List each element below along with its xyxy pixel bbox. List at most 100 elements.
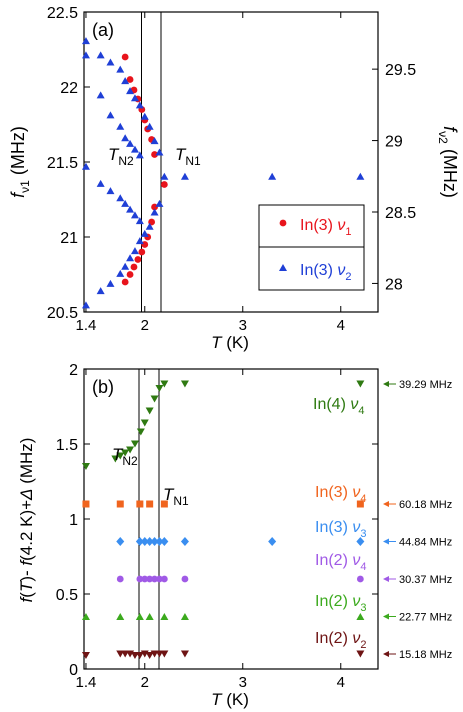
y-tick-label: 0 — [69, 662, 78, 679]
data-point — [121, 449, 130, 457]
frequency-arrowhead — [383, 576, 389, 582]
data-point — [150, 395, 159, 403]
frequency-arrowhead — [383, 613, 389, 620]
data-point — [126, 87, 135, 95]
data-point — [160, 380, 169, 388]
data-point — [356, 380, 365, 388]
data-point — [135, 613, 144, 620]
data-point — [150, 137, 159, 145]
data-point — [180, 172, 189, 180]
panel-a: 1.4 2 3 4 20.5 21 21.5 22 22.5 28 28.5 29 29.5 (a) T… — [8, 5, 460, 352]
data-point — [116, 269, 125, 277]
data-point — [145, 407, 154, 415]
data-point — [180, 650, 189, 658]
data-point — [106, 111, 115, 119]
y-tick-label-left: 22.5 — [47, 5, 78, 22]
data-point — [116, 194, 125, 202]
panel-b-tn2-label: TN2 — [112, 445, 138, 468]
panel-b-label: (b) — [92, 377, 114, 397]
data-point — [116, 613, 125, 620]
data-point — [140, 537, 149, 546]
data-point — [116, 500, 124, 508]
data-point — [121, 199, 130, 207]
data-point — [81, 301, 90, 309]
data-point — [81, 37, 90, 45]
frequency-label: 60.18 MHz — [399, 499, 452, 511]
data-point — [155, 385, 164, 392]
data-point — [130, 145, 139, 153]
y-tick-label-left: 21.5 — [47, 155, 78, 172]
series-label-in4-nu4: In(4) ν4 — [313, 396, 364, 417]
panel-b-x-label: T (K) — [211, 690, 249, 709]
data-point — [135, 101, 144, 109]
y-tick-label: 1 — [69, 512, 78, 529]
data-point — [126, 254, 135, 262]
data-point — [81, 463, 90, 470]
data-point — [130, 247, 139, 255]
data-point — [81, 51, 90, 59]
panel-b-y-label: f(T)- f(4.2 K)+Δ (MHz) — [17, 438, 36, 603]
panel-b: 1.4 2 3 4 0 0.5 1 1.5 2 (b) TN2 TN1 In(4) ν4 In(… — [17, 362, 452, 709]
data-point — [151, 151, 158, 158]
legend-marker-nu2 — [279, 264, 287, 271]
data-point — [126, 76, 134, 83]
data-point — [134, 256, 142, 263]
data-point — [150, 208, 159, 216]
legend-marker-nu1 — [279, 219, 287, 227]
data-point — [155, 537, 164, 546]
data-point — [356, 537, 365, 546]
data-point — [116, 65, 125, 73]
x-tick-label: 4 — [337, 317, 345, 334]
panel-a-x-label: T (K) — [211, 333, 249, 352]
frequency-label: 44.84 MHz — [399, 537, 452, 549]
data-point — [116, 537, 125, 546]
frequency-arrowhead — [383, 381, 389, 387]
x-tick-label: 4 — [337, 674, 345, 691]
data-point — [268, 172, 277, 180]
panel-b-ticks: 1.4 2 3 4 0 0.5 1 1.5 2 — [56, 362, 378, 691]
data-point — [160, 650, 169, 658]
data-point — [151, 575, 158, 583]
legend-label-nu2: In(3) ν2 — [300, 262, 351, 283]
data-point — [106, 58, 115, 66]
data-point — [136, 428, 145, 436]
data-point — [356, 650, 365, 658]
x-tick-label: 2 — [141, 674, 149, 691]
data-point — [82, 500, 90, 508]
data-point — [356, 613, 365, 620]
data-point — [96, 91, 105, 99]
data-point — [126, 446, 135, 454]
series-label-in3-nu3: In(3) ν3 — [315, 519, 366, 540]
data-point — [135, 237, 144, 245]
x-tick-label: 3 — [239, 674, 247, 691]
series-label-in3-nu4: In(3) ν4 — [315, 484, 366, 505]
frequency-arrowhead — [383, 501, 389, 507]
y-tick-label-right: 29.5 — [385, 62, 416, 79]
data-point — [140, 229, 149, 237]
x-tick-label: 1.4 — [76, 674, 97, 691]
data-point — [126, 139, 135, 147]
data-point — [160, 500, 168, 508]
data-point — [150, 537, 159, 546]
y-tick-label-left: 20.5 — [47, 305, 78, 322]
y-tick-label-left: 21 — [60, 230, 78, 247]
data-point — [155, 199, 164, 207]
frequency-arrowhead — [383, 651, 389, 657]
data-point — [96, 287, 105, 295]
data-point — [356, 172, 365, 180]
data-point — [96, 51, 105, 59]
data-point — [146, 575, 154, 583]
data-point — [121, 262, 130, 270]
data-point — [96, 179, 105, 187]
data-point — [130, 440, 139, 448]
data-point — [136, 500, 144, 508]
frequency-label: 39.29 MHz — [399, 379, 452, 391]
data-point — [81, 652, 90, 659]
y-tick-label: 1.5 — [56, 437, 78, 454]
data-point — [160, 575, 168, 583]
data-point — [146, 500, 154, 508]
frequency-label: 22.77 MHz — [399, 612, 452, 624]
data-point — [180, 613, 189, 620]
x-tick-label: 2 — [141, 317, 149, 334]
